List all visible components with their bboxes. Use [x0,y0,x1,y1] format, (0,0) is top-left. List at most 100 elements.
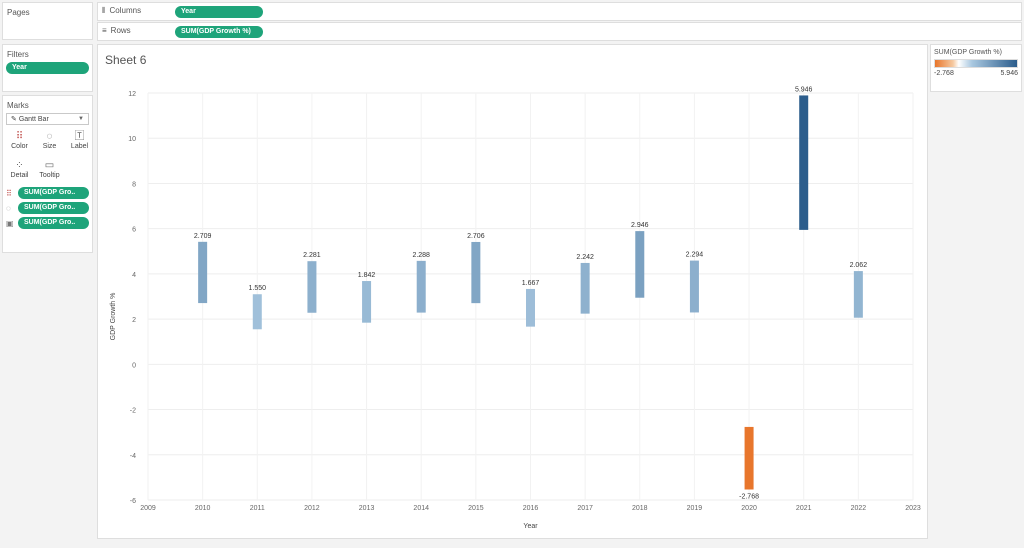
rows-label: Rows [110,26,131,35]
filter-pill-year[interactable]: Year [6,62,89,74]
color-legend[interactable]: SUM(GDP Growth %) -2.768 5.946 [930,44,1022,92]
color-field-pill[interactable]: SUM(GDP Gro.. [18,187,89,199]
rows-shelf[interactable]: ≡ Rows SUM(GDP Growth %) [97,22,1022,41]
gantt-bar-2016 [526,288,535,327]
left-panel: Pages Filters Year Marks ✎ Gantt Bar ▼ ⠿… [0,0,95,548]
data-label-2020: -2.768 [739,494,759,501]
gantt-bar-2019 [689,260,699,313]
sheet-title: Sheet 6 [105,53,147,67]
gantt-bar-2018 [635,231,645,298]
x-tick-label: 2010 [195,505,211,512]
data-label-2011: 1.550 [249,285,267,292]
data-label-2012: 2.281 [303,252,321,259]
data-label-2015: 2.706 [467,233,485,240]
tooltip-button[interactable]: ▭ Tooltip [36,158,63,184]
color-icon: ⠿ [6,188,12,198]
data-label-2022: 2.062 [850,262,868,269]
gantt-bar-2010 [198,241,208,304]
detail-icon: ⁘ [15,160,24,171]
gantt-bar-2022 [853,271,863,318]
mark-type-dropdown[interactable]: ✎ Gantt Bar ▼ [6,113,89,125]
label-icon: 🅃 [74,131,85,142]
label-label: Label [70,143,89,150]
x-tick-label: 2017 [577,505,593,512]
detail-button[interactable]: ⁘ Detail [6,158,33,184]
color-label: Color [11,143,28,150]
data-label-2021: 5.946 [795,86,813,93]
color-button[interactable]: ⠿ Color [6,129,33,155]
y-tick-label: 12 [128,91,136,98]
mark-field-color[interactable]: ⠿ SUM(GDP Gro.. [6,187,89,199]
label-field-pill[interactable]: SUM(GDP Gro.. [18,217,89,229]
mark-field-size[interactable]: ◌ SUM(GDP Gro.. [6,202,89,214]
detail-label: Detail [10,172,29,179]
pages-title: Pages [7,8,30,17]
x-tick-label: 2009 [140,505,156,512]
y-tick-label: 10 [128,136,136,143]
data-label-2014: 2.288 [412,252,430,259]
mark-type-value: Gantt Bar [18,116,49,123]
x-tick-label: 2013 [359,505,375,512]
tooltip-label: Tooltip [39,172,60,179]
columns-shelf[interactable]: ⦀ Columns Year [97,2,1022,21]
y-tick-label: 6 [132,227,136,234]
sheet-view: Sheet 6 12 10 8 6 4 2 0 -2 -4 -6 2009 2010 2011 2012 2… [97,44,928,539]
gantt-bar-icon: ✎ [11,116,19,123]
gantt-bar-2015 [471,241,481,304]
rows-pill-gdp-growth[interactable]: SUM(GDP Growth %) [175,26,263,38]
x-tick-label: 2018 [632,505,648,512]
size-field-pill[interactable]: SUM(GDP Gro.. [18,202,89,214]
size-icon: ◌ [46,131,53,142]
x-tick-label: 2012 [304,505,320,512]
legend-max: 5.946 [1000,70,1018,77]
label-button[interactable]: 🅃 Label [66,129,93,155]
x-tick-label: 2019 [687,505,703,512]
filters-card[interactable]: Filters Year [2,44,93,92]
y-tick-label: -4 [130,453,136,460]
columns-pill-year[interactable]: Year [175,6,263,18]
filters-title: Filters [7,50,29,59]
x-tick-label: 2014 [413,505,429,512]
mark-field-label[interactable]: ▣ SUM(GDP Gro.. [6,217,89,229]
x-tick-label: 2015 [468,505,484,512]
pages-card[interactable]: Pages [2,2,93,40]
x-tick-label: 2021 [796,505,812,512]
gantt-bar-2021 [799,95,809,230]
tooltip-icon: ▭ [44,160,55,171]
label-icon: ▣ [6,218,14,228]
data-label-2018: 2.946 [631,222,649,229]
color-icon: ⠿ [15,131,24,142]
columns-icon: ⦀ [102,6,106,15]
y-tick-label: -2 [130,408,136,415]
gantt-bar-2012 [307,261,317,313]
x-tick-label: 2016 [523,505,539,512]
marks-buttons: ⠿ Color ◌ Size 🅃 Label ⁘ Detail ▭ Too [6,129,89,184]
y-tick-label: 2 [132,317,136,324]
columns-shelf-label: ⦀ Columns [102,6,141,16]
x-tick-label: 2011 [250,505,265,512]
size-button[interactable]: ◌ Size [36,129,63,155]
data-label-2019: 2.294 [686,252,704,259]
size-icon: ◌ [6,203,11,213]
data-label-2017: 2.242 [576,254,594,261]
x-tick-label: 2023 [905,505,921,512]
x-tick-label: 2020 [741,505,757,512]
gantt-bar-2013 [362,281,372,323]
rows-icon: ≡ [102,26,107,35]
legend-min: -2.768 [934,70,954,77]
marks-title: Marks [7,101,29,110]
legend-color-ramp [934,59,1018,68]
size-label: Size [42,143,57,150]
gantt-bar-2014 [416,260,426,313]
legend-range: -2.768 5.946 [934,70,1018,77]
x-tick-label: 2022 [851,505,867,512]
y-tick-label: 4 [132,272,136,279]
legend-title: SUM(GDP Growth %) [934,49,1002,56]
columns-label: Columns [109,6,142,15]
x-axis-title: Year [523,523,538,530]
y-tick-label: 0 [132,362,136,369]
chevron-down-icon: ▼ [78,116,84,122]
rows-shelf-label: ≡ Rows [102,26,131,35]
marks-card: Marks ✎ Gantt Bar ▼ ⠿ Color ◌ Size 🅃 Lab… [2,95,93,253]
